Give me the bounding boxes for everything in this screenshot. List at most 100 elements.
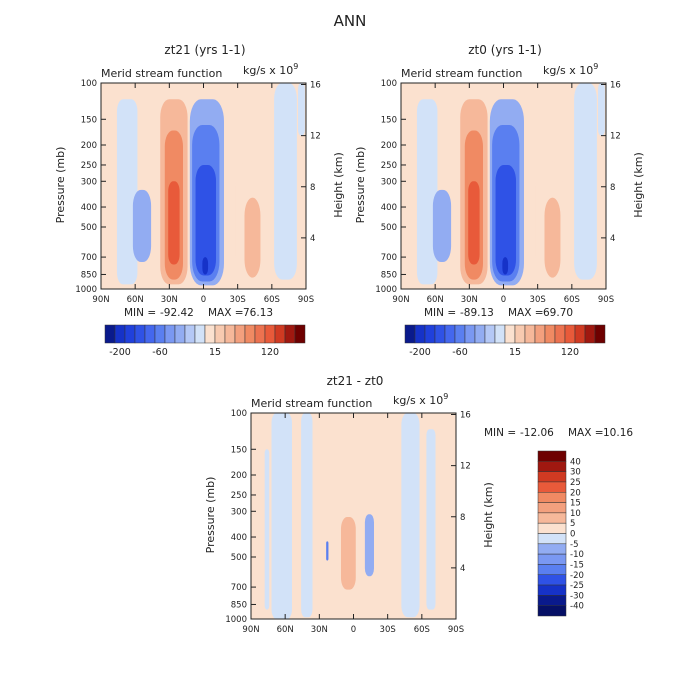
x-tick-label: 90N xyxy=(392,295,409,305)
colorbar-swatch xyxy=(424,324,436,344)
contour-region xyxy=(340,517,356,590)
min-value: -92.42 xyxy=(160,307,194,319)
colorbar-swatch xyxy=(584,324,596,344)
y2-tick-label: 4 xyxy=(610,234,615,244)
contour-region xyxy=(468,181,480,265)
y-tick-label: 100 xyxy=(231,409,247,419)
colorbar-label: -5 xyxy=(570,540,578,550)
y-tick-label: 850 xyxy=(81,270,97,280)
y-tick-label: 500 xyxy=(81,223,97,233)
colorbar-swatch xyxy=(537,533,567,545)
x-tick-label: 30S xyxy=(530,295,546,305)
colorbar-swatch xyxy=(537,492,567,503)
contour-region xyxy=(121,157,136,251)
colorbar-swatch xyxy=(537,595,567,606)
colorbar-swatch xyxy=(537,574,567,586)
x-tick-label: 90S xyxy=(298,295,314,305)
x-tick-label: 30S xyxy=(380,625,396,635)
contour-region xyxy=(502,257,509,275)
colorbar-swatch xyxy=(104,324,116,344)
colorbar-label: 10 xyxy=(570,509,581,519)
colorbar-label: -10 xyxy=(570,550,584,560)
units-text: kg/s x 10 xyxy=(393,394,443,407)
y-tick-label: 100 xyxy=(381,79,397,89)
colorbar-label: 15 xyxy=(509,347,521,358)
colorbar-label: 20 xyxy=(570,488,581,498)
colorbar-swatch xyxy=(537,553,567,565)
y2-tick-label: 4 xyxy=(310,234,315,244)
y-tick-label: 850 xyxy=(231,600,247,610)
y-tick-label: 250 xyxy=(381,161,397,171)
panel-subtitle: Merid stream function xyxy=(401,67,522,80)
contour-region xyxy=(319,443,340,618)
contour-region xyxy=(364,514,374,577)
contour-region xyxy=(401,413,420,618)
max-label: MAX = xyxy=(568,427,604,439)
panel-title: zt0 (yrs 1-1) xyxy=(468,43,542,57)
colorbar-label: 15 xyxy=(209,347,221,358)
colorbar-swatch xyxy=(244,324,256,344)
y-tick-label: 400 xyxy=(81,203,97,213)
x-tick-label: 0 xyxy=(201,295,206,305)
x-tick-label: 0 xyxy=(501,295,506,305)
y-tick-label: 1000 xyxy=(225,615,247,625)
y2-tick-label: 16 xyxy=(310,81,321,91)
colorbar-swatch xyxy=(537,605,567,617)
colorbar-swatch xyxy=(184,324,196,344)
colorbar-swatch xyxy=(474,324,486,344)
y-tick-label: 700 xyxy=(81,253,97,263)
y-tick-label: 1000 xyxy=(375,285,397,295)
panel-units: kg/s x 109 xyxy=(243,62,298,77)
y-tick-label: 150 xyxy=(81,115,97,125)
colorbar-swatch xyxy=(564,324,576,344)
panel-subtitle: Merid stream function xyxy=(101,67,222,80)
y-tick-label: 300 xyxy=(231,507,247,517)
panel-subtitle: Merid stream function xyxy=(251,397,372,410)
colorbar-label: 120 xyxy=(261,347,279,358)
colorbar-swatch xyxy=(554,324,566,344)
colorbar-swatch xyxy=(464,324,476,344)
x-tick-label: 30N xyxy=(311,625,328,635)
y-tick-label: 250 xyxy=(231,491,247,501)
y-tick-label: 300 xyxy=(381,177,397,187)
y2-tick-label: 12 xyxy=(610,132,621,142)
colorbar-swatch xyxy=(484,324,496,344)
colorbar-swatch xyxy=(254,324,266,344)
colorbar-swatch xyxy=(154,324,166,344)
colorbar-label: -20 xyxy=(570,571,584,581)
colorbar-swatch xyxy=(574,324,586,344)
y-axis-label: Pressure (mb) xyxy=(354,147,367,224)
colorbar-swatch xyxy=(204,324,216,344)
colorbar-swatch xyxy=(544,324,556,344)
colorbar-swatch xyxy=(494,324,506,344)
max-label: MAX = xyxy=(208,307,244,319)
max-value: 76.13 xyxy=(243,307,273,319)
units-text: kg/s x 10 xyxy=(543,64,593,77)
colorbar-swatch xyxy=(537,502,567,514)
y-tick-label: 850 xyxy=(381,270,397,280)
colorbar-label: 15 xyxy=(570,499,581,509)
colorbar-swatch xyxy=(414,324,426,344)
colorbar-swatch xyxy=(537,461,567,472)
x-tick-label: 90S xyxy=(598,295,614,305)
min-value: -12.06 xyxy=(520,427,554,439)
colorbar-swatch xyxy=(534,324,546,344)
min-value: -89.13 xyxy=(460,307,494,319)
units-exponent: 9 xyxy=(593,62,598,71)
colorbar-label: -30 xyxy=(570,591,584,601)
contour-region xyxy=(598,83,605,136)
x-tick-label: 30N xyxy=(161,295,178,305)
contour-region xyxy=(132,189,152,263)
x-tick-label: 60S xyxy=(264,295,280,305)
colorbar-swatch xyxy=(404,324,416,344)
y-tick-label: 200 xyxy=(81,141,97,151)
y2-tick-label: 16 xyxy=(610,81,621,91)
y-tick-label: 500 xyxy=(231,553,247,563)
max-value: 10.16 xyxy=(603,427,633,439)
y-tick-label: 400 xyxy=(381,203,397,213)
colorbar-swatch xyxy=(284,324,296,344)
y-tick-label: 700 xyxy=(381,253,397,263)
y-axis-label: Pressure (mb) xyxy=(204,477,217,554)
colorbar-swatch xyxy=(224,324,236,344)
y-tick-label: 250 xyxy=(81,161,97,171)
